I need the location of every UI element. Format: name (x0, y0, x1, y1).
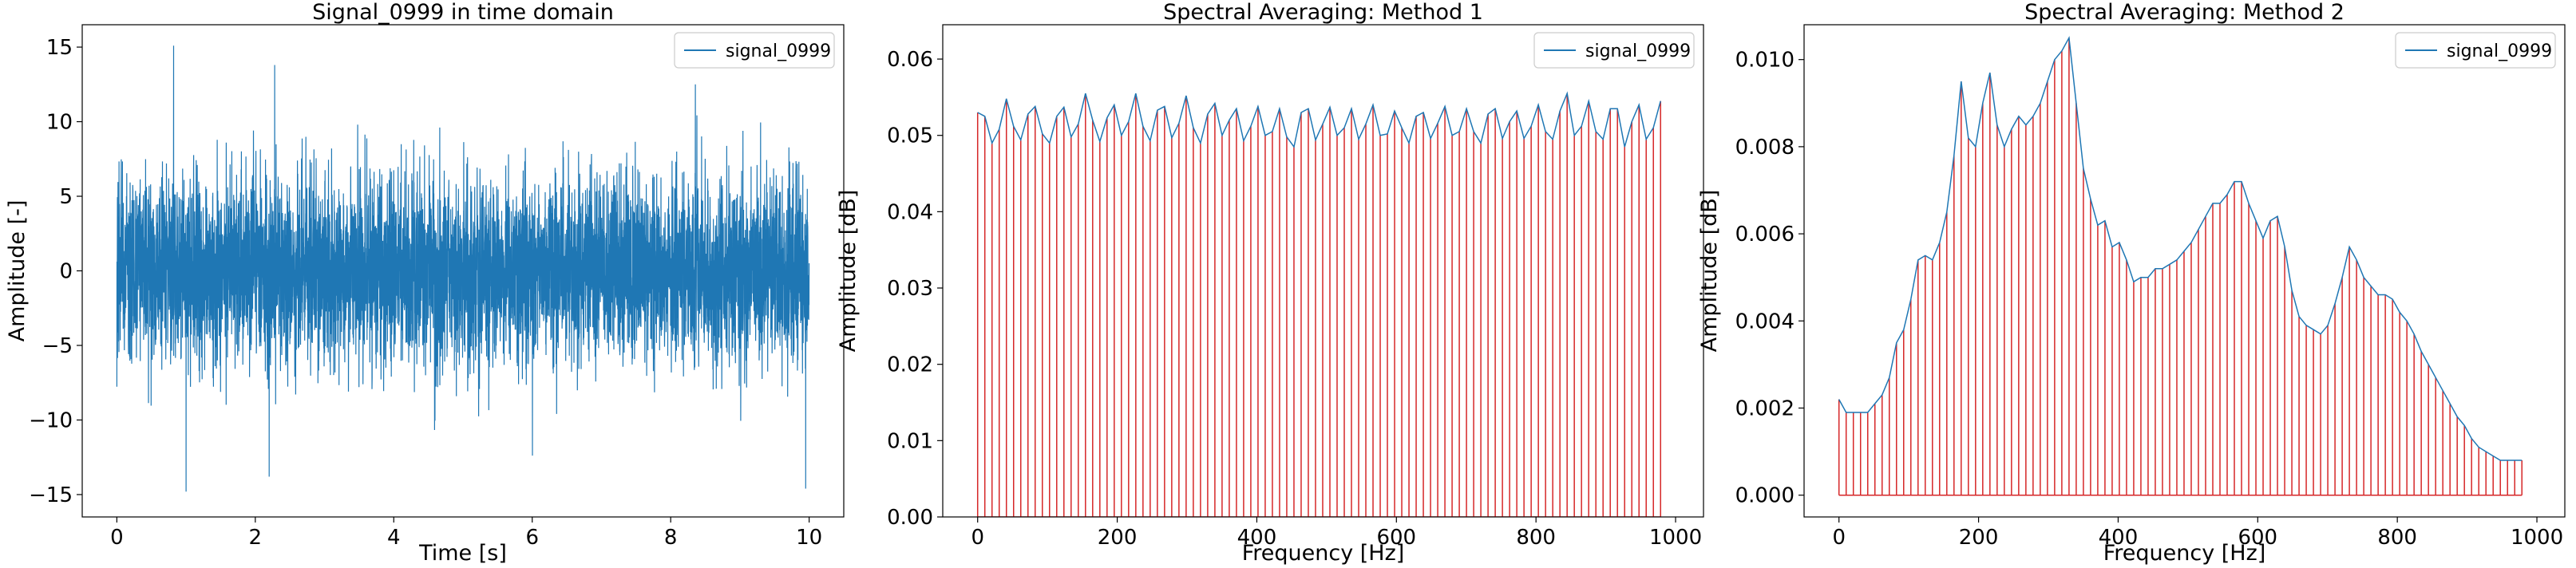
y-tick-label: −10 (29, 408, 73, 432)
y-axis-label: Amplitude [-] (5, 200, 30, 342)
x-tick-label: 0 (110, 526, 124, 550)
legend: signal_0999 (2395, 32, 2556, 69)
y-axis-label: Amplitude [dB] (1697, 190, 1722, 353)
x-tick-label: 6 (525, 526, 539, 550)
spectrum-line (977, 91, 1661, 148)
x-tick-label: 0 (1832, 526, 1846, 550)
y-tick-label: −15 (29, 483, 73, 507)
x-axis-label: Frequency [Hz] (2103, 541, 2266, 566)
x-tick-label: 2 (249, 526, 263, 550)
legend-box (2395, 32, 2556, 69)
y-tick-label: −5 (42, 334, 73, 358)
spectral-method-1-chart: Spectral Averaging: Method 1 0 200 400 600 80… (836, 0, 1704, 566)
spectral-method-2-chart: Spectral Averaging: Method 2 0 200 400 600 80… (1697, 0, 2566, 566)
legend-label: signal_0999 (2447, 41, 2552, 61)
x-tick-label: 200 (1959, 526, 1999, 550)
legend: signal_0999 (1533, 32, 1695, 69)
legend-box (674, 32, 835, 69)
chart-title: Signal_0999 in time domain (312, 0, 614, 25)
plot-frame (1803, 24, 2566, 518)
plot-area (116, 45, 810, 492)
x-tick-label: 10 (796, 526, 822, 550)
x-tick-label: 600 (2238, 526, 2277, 550)
y-tick-label: 5 (59, 185, 73, 209)
y-tick-label: 0.04 (887, 200, 933, 224)
y-tick-label: 0.002 (1735, 396, 1794, 420)
y-tick-label: 0.000 (1735, 484, 1794, 508)
y-tick-label: 0.05 (887, 124, 933, 148)
x-tick-label: 8 (664, 526, 678, 550)
y-axis-label: Amplitude [dB] (836, 190, 861, 353)
plot-frame (942, 24, 1704, 518)
y-tick-label: 0.02 (887, 353, 933, 377)
x-tick-label: 800 (2377, 526, 2417, 550)
x-tick-label: 4 (387, 526, 401, 550)
x-tick-label: 1000 (1649, 526, 1702, 550)
y-tick-label: 10 (46, 111, 73, 135)
signal-line (116, 45, 810, 492)
x-axis-label: Time [s] (418, 541, 507, 566)
x-tick-label: 200 (1098, 526, 1138, 550)
x-tick-label: 800 (1516, 526, 1556, 550)
legend: signal_0999 (674, 32, 835, 69)
legend-label: signal_0999 (726, 41, 831, 61)
y-tick-label: 0.03 (887, 277, 933, 301)
x-tick-label: 1000 (2511, 526, 2563, 550)
x-axis-label: Frequency [Hz] (1242, 541, 1405, 566)
y-tick-label: 15 (46, 36, 73, 60)
x-tick-label: 400 (1237, 526, 1277, 550)
legend-label: signal_0999 (1585, 41, 1691, 61)
y-tick-label: 0 (59, 260, 73, 284)
legend-box (1533, 32, 1695, 69)
x-tick-label: 400 (2099, 526, 2139, 550)
y-tick-label: 0.006 (1735, 223, 1794, 247)
y-tick-label: 0.01 (887, 429, 933, 453)
x-tick-label: 600 (1376, 526, 1416, 550)
plot-area (1838, 35, 2523, 496)
y-tick-label: 0.00 (887, 506, 933, 530)
y-tick-label: 0.004 (1735, 310, 1794, 333)
chart-title: Spectral Averaging: Method 2 (2024, 0, 2345, 25)
x-tick-label: 0 (971, 526, 984, 550)
time-domain-chart: Signal_0999 in time domain 0 2 4 6 8 10 −15 −10 −… (5, 0, 845, 566)
plot-area (976, 91, 1661, 517)
y-tick-label: 0.010 (1735, 49, 1794, 73)
y-tick-label: 0.008 (1735, 136, 1794, 160)
spectrum-line (1838, 35, 2523, 461)
chart-title: Spectral Averaging: Method 1 (1163, 0, 1483, 25)
y-tick-label: 0.06 (887, 48, 933, 72)
